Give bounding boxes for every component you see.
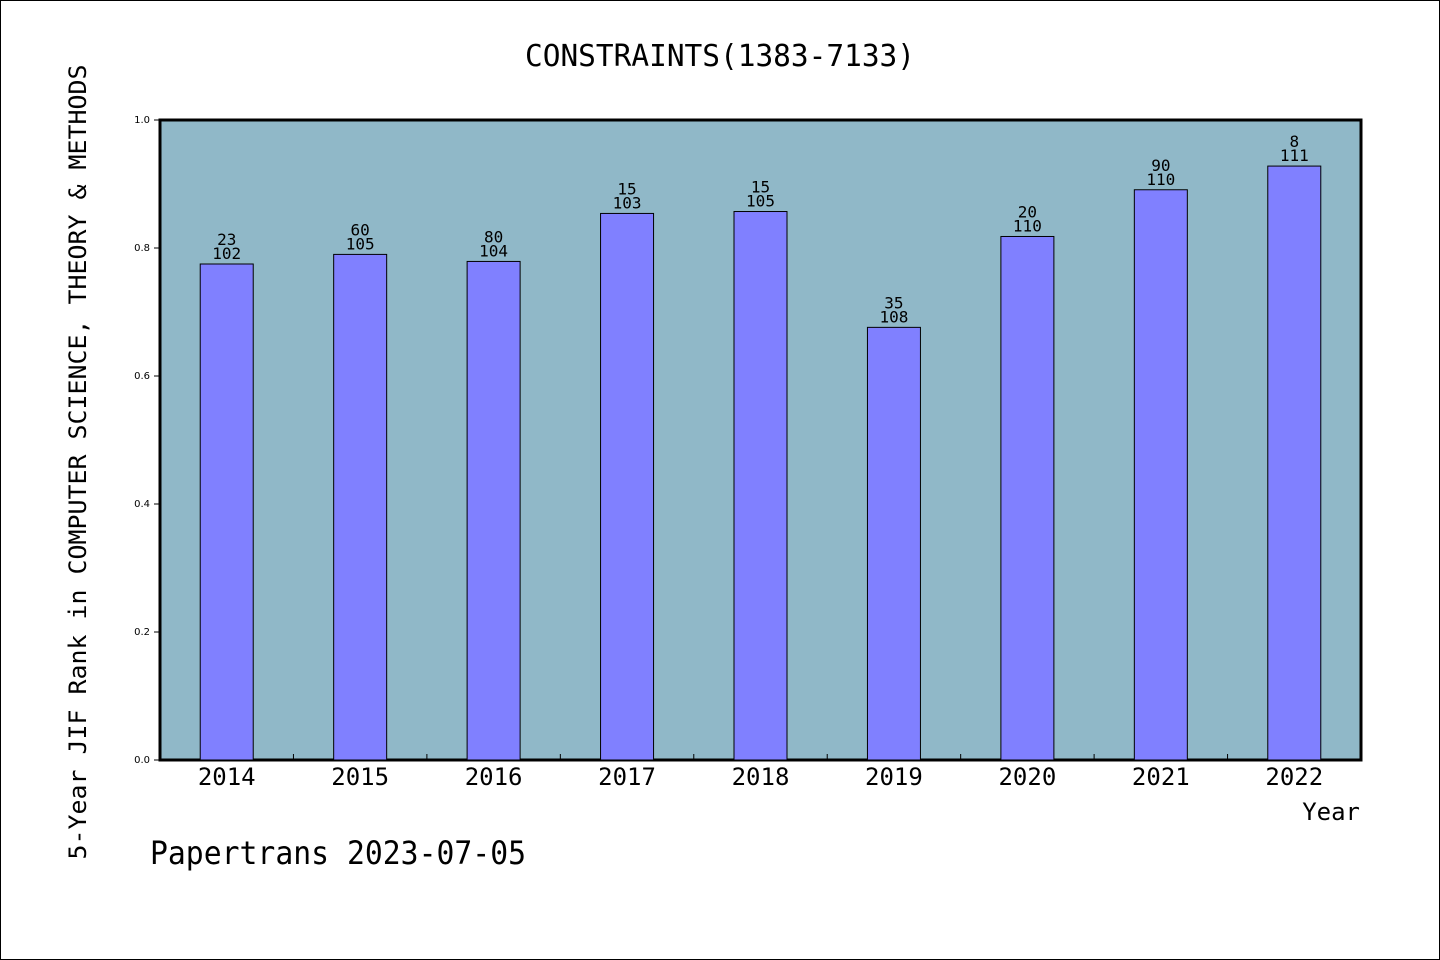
y-tick-label: 0.0 bbox=[134, 755, 150, 766]
x-tick-label: 2018 bbox=[732, 763, 790, 791]
bar-rank-label: 20 bbox=[1018, 202, 1037, 221]
bar-total-label: 103 bbox=[613, 193, 642, 212]
bar bbox=[866, 326, 921, 761]
bar-rank-label: 35 bbox=[884, 293, 903, 312]
y-tick-label: 0.6 bbox=[134, 371, 150, 382]
y-tick-label: 0.4 bbox=[134, 499, 150, 510]
y-tick-label: 1.0 bbox=[134, 115, 150, 126]
bar-total-label: 102 bbox=[212, 244, 241, 263]
bar-total-label: 104 bbox=[479, 241, 508, 260]
bar bbox=[333, 253, 388, 761]
x-tick-label: 2019 bbox=[865, 763, 923, 791]
bar-total-label: 105 bbox=[346, 234, 375, 253]
footer-text: Papertrans 2023-07-05 bbox=[150, 834, 526, 872]
x-tick-label: 2021 bbox=[1132, 763, 1190, 791]
bar-rank-label: 90 bbox=[1151, 156, 1170, 175]
bar bbox=[733, 211, 788, 761]
bar-rank-label: 8 bbox=[1289, 132, 1299, 151]
bar-rank-label: 23 bbox=[217, 230, 236, 249]
bar bbox=[1133, 189, 1188, 761]
x-axis-label: Year bbox=[1302, 798, 1360, 826]
x-tick-label: 2016 bbox=[465, 763, 523, 791]
bars-group bbox=[199, 165, 1322, 761]
bar-total-label: 108 bbox=[879, 307, 908, 326]
y-tick-label: 0.8 bbox=[134, 243, 150, 254]
bar-total-label: 110 bbox=[1146, 170, 1175, 189]
bar-total-label: 111 bbox=[1280, 146, 1309, 165]
x-tick-label: 2020 bbox=[998, 763, 1056, 791]
bar bbox=[1000, 235, 1055, 761]
x-tick-label: 2022 bbox=[1265, 763, 1323, 791]
bar-rank-label: 15 bbox=[617, 179, 636, 198]
y-tick-label: 0.2 bbox=[134, 627, 150, 638]
x-tick-label: 2014 bbox=[198, 763, 256, 791]
bar bbox=[1267, 165, 1322, 761]
bar bbox=[199, 263, 254, 761]
bar-rank-label: 15 bbox=[751, 178, 770, 197]
bar-rank-label: 80 bbox=[484, 227, 503, 246]
chart-title: CONSTRAINTS(1383-7133) bbox=[525, 39, 915, 74]
x-axis: 2014 2015 2016 2017 2018 2019 2020 2021 2022 bbox=[198, 754, 1323, 791]
bar-rank-label: 60 bbox=[351, 220, 370, 239]
bar-total-label: 105 bbox=[746, 192, 775, 211]
y-axis-label: 5-Year JIF Rank in COMPUTER SCIENCE, THE… bbox=[64, 65, 92, 860]
bar bbox=[466, 260, 521, 761]
y-axis: 0.0 0.2 0.4 0.6 0.8 1.0 bbox=[134, 115, 160, 766]
x-tick-label: 2015 bbox=[331, 763, 389, 791]
bar-total-label: 110 bbox=[1013, 216, 1042, 235]
x-tick-label: 2017 bbox=[598, 763, 656, 791]
bar bbox=[600, 212, 655, 761]
